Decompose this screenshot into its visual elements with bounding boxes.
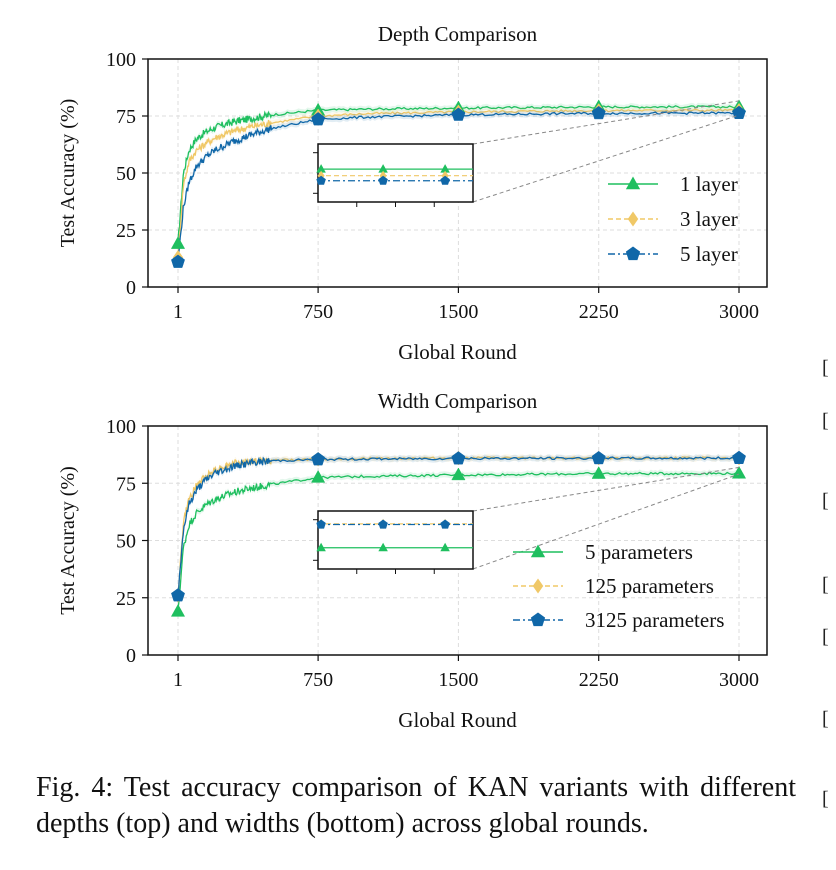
x-axis-label: Global Round [398,340,517,364]
x-tick-label: 1500 [438,669,478,691]
chart-panel: Depth Comparison 0 25 50 75 100 1 750 1500 2250 30… [57,22,768,364]
inset-frame [317,510,474,570]
legend-marker [530,612,546,627]
y-tick-label: 75 [116,106,136,128]
edge-bracket: [ [822,357,829,379]
series-point [311,112,326,126]
x-tick-label: 2250 [579,301,619,323]
y-axis-label: Test Accuracy (%) [57,99,79,248]
x-tick-label: 2250 [579,669,619,691]
inset-series-point [316,164,326,173]
legend-marker [625,176,641,190]
y-tick-label: 25 [116,588,136,610]
edge-bracket: [ [822,626,829,648]
legend-marker [532,578,544,594]
series-point [311,452,326,466]
legend-label: 1 layer [680,172,738,196]
inset-connector [472,100,740,145]
inset-series-point [440,164,450,173]
x-tick-label: 750 [303,301,333,323]
edge-bracket: [ [822,410,829,432]
series-point [170,603,186,617]
series-point [451,467,466,481]
y-tick-label: 100 [106,49,136,71]
inset-series-point [316,175,326,185]
inset-series-point [378,519,388,529]
chart-title: Depth Comparison [378,22,538,46]
inset-series-point [378,542,388,552]
y-tick-label: 50 [116,531,136,553]
legend-label: 125 parameters [585,574,714,598]
y-axis-label: Test Accuracy (%) [57,466,79,615]
y-tick-label: 0 [126,645,136,667]
legend-marker [627,211,639,227]
x-tick-label: 3000 [719,301,759,323]
inset-connector [472,466,740,512]
x-axis-label: Global Round [398,708,517,732]
x-tick-label: 1500 [438,301,478,323]
series-point [171,254,185,268]
series-point [591,466,606,479]
edge-bracket: [ [822,788,829,810]
series-point [311,470,326,483]
cropped-column-edge: [ [ [ [ [ [ [ [822,0,836,870]
legend-label: 5 layer [680,242,738,266]
series-point [731,465,747,479]
figure-caption: Fig. 4: Test accuracy comparison of KAN … [36,772,796,839]
y-tick-label: 50 [116,163,136,185]
series-point [591,450,606,465]
inset-series-point [316,542,326,552]
x-tick-label: 1 [173,669,183,691]
series-line [177,456,739,597]
series-point [591,105,606,120]
inset-series-point [378,164,388,173]
inset-series-point [378,175,388,185]
edge-bracket: [ [822,574,829,596]
series-point [451,107,466,121]
series-point [732,450,746,464]
x-tick-label: 750 [303,669,333,691]
legend-marker [530,544,546,558]
legend-label: 5 parameters [585,540,693,564]
legend-label: 3 layer [680,207,738,231]
edge-bracket: [ [822,708,829,730]
inset-frame [317,143,474,203]
y-tick-label: 75 [116,473,136,495]
inset-series-point [440,519,450,529]
series-line [177,105,739,241]
series-band [178,453,739,601]
chart-panel: Width Comparison 0 25 50 75 100 1 750 1500 2250 30… [57,389,768,732]
series-line [177,471,739,609]
inset-connector [472,473,740,570]
legend-label: 3125 parameters [585,608,724,632]
x-tick-label: 3000 [719,669,759,691]
series-line [177,111,739,263]
series-band [178,102,739,244]
inset-series-point [440,542,450,552]
inset-connector [472,114,740,203]
legend-marker [625,246,641,261]
series-point [732,105,746,119]
series-point [451,451,466,465]
y-tick-label: 0 [126,277,136,299]
edge-bracket: [ [822,490,829,512]
x-tick-label: 1 [173,301,183,323]
y-tick-label: 25 [116,220,136,242]
series-line [177,108,739,261]
series-point [170,236,186,249]
y-tick-label: 100 [106,416,136,438]
series-point [171,588,185,602]
inset-series-point [440,175,450,185]
chart-title: Width Comparison [378,389,538,413]
inset-series-point [316,519,326,529]
